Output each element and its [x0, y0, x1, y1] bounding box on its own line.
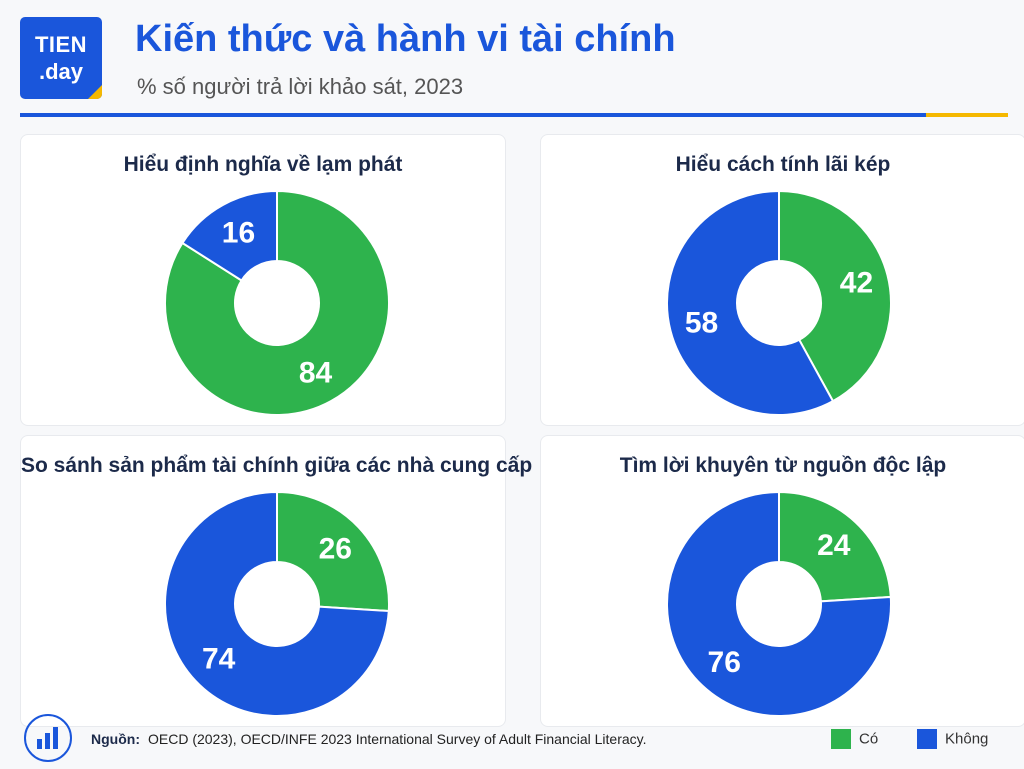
logo-corner: [88, 85, 102, 99]
legend-item-no: Không: [917, 729, 988, 749]
chart-title-compound-interest: Hiểu cách tính lãi kép: [675, 153, 891, 176]
chart-panel-inflation: Hiểu định nghĩa về lạm phát 84 16: [20, 134, 506, 426]
donut-slice-no: [181, 189, 278, 282]
donut-chart-independent-advice: 24 76: [666, 490, 892, 717]
chart-panel-independent-advice: Tìm lời khuyên từ nguồn độc lập 24 76: [540, 435, 1024, 727]
data-label-yes: 26: [319, 533, 352, 566]
legend-swatch-no: [917, 729, 937, 749]
chart-panel-compound-interest: Hiểu cách tính lãi kép 42 58: [540, 134, 1024, 426]
source-label: Nguồn:: [91, 731, 140, 747]
source-note: Nguồn: OECD (2023), OECD/INFE 2023 Intern…: [91, 731, 647, 747]
donut-chart-compare-products: 26 74: [164, 490, 390, 717]
donut-slice-no: [164, 490, 390, 717]
donut-chart-inflation: 84 16: [164, 189, 390, 416]
data-label-no: 74: [202, 642, 236, 675]
legend-label-yes: Có: [859, 730, 879, 748]
data-label-yes: 84: [299, 357, 333, 390]
chart-panel-compare-products: So sánh sản phẩm tài chính giữa các nhà …: [20, 435, 533, 727]
chart-title-compare-products: So sánh sản phẩm tài chính giữa các nhà …: [21, 454, 533, 477]
data-label-no: 16: [222, 216, 255, 249]
donut-slice-no: [666, 189, 835, 416]
data-label-yes: 42: [840, 267, 873, 300]
legend-label-no: Không: [945, 730, 989, 748]
donut-slice-yes: [164, 189, 390, 416]
donut-chart-compound-interest: 42 58: [666, 189, 892, 416]
donut-slice-yes: [276, 490, 390, 613]
data-label-yes: 24: [817, 529, 851, 562]
tien-day-logo[interactable]: TIEN .day: [20, 17, 102, 99]
header-rule: [20, 113, 926, 117]
bar-chart-icon: [24, 714, 72, 762]
donut-slice-yes: [778, 490, 892, 603]
logo-line1: TIEN: [34, 32, 88, 57]
legend-item-yes: Có: [831, 729, 878, 749]
chart-title-inflation: Hiểu định nghĩa về lạm phát: [123, 153, 403, 176]
page-subtitle: % số người trả lời khảo sát, 2023: [137, 74, 464, 99]
header: TIEN .day Kiến thức và hành vi tài chính…: [0, 0, 1024, 118]
chart-title-independent-advice: Tìm lời khuyên từ nguồn độc lập: [619, 454, 947, 477]
data-label-no: 58: [685, 306, 718, 339]
donut-slice-yes: [778, 189, 892, 403]
logo-line2: .day: [38, 59, 84, 84]
header-rule-accent: [926, 113, 1008, 117]
data-label-no: 76: [708, 646, 741, 679]
legend-swatch-yes: [831, 729, 851, 749]
donut-slice-no: [666, 490, 892, 717]
page-title: Kiến thức và hành vi tài chính: [135, 18, 676, 60]
source-text: OECD (2023), OECD/INFE 2023 Internationa…: [147, 731, 647, 747]
